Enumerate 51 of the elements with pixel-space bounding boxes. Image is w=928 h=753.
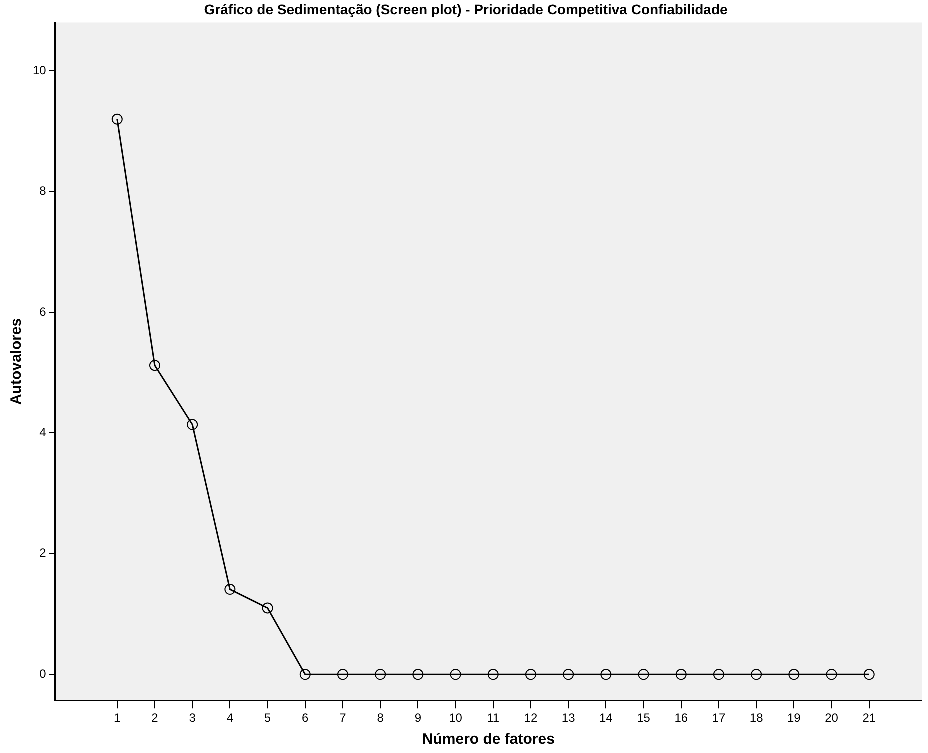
point xyxy=(337,669,348,680)
point xyxy=(713,669,724,680)
x-tick-label: 19 xyxy=(787,711,802,726)
point xyxy=(488,669,499,680)
x-axis-title: Número de fatores xyxy=(422,731,555,748)
x-tick-label: 14 xyxy=(599,711,614,726)
point xyxy=(300,669,311,680)
x-tick-label: 5 xyxy=(264,711,272,726)
y-tick-label: 10 xyxy=(32,63,47,78)
point xyxy=(187,419,198,430)
y-tick-label: 2 xyxy=(40,546,47,560)
y-tick-label: 4 xyxy=(40,426,47,440)
point xyxy=(412,669,424,680)
point xyxy=(149,360,160,372)
x-tick-label: 9 xyxy=(414,711,422,726)
point xyxy=(563,669,574,680)
x-tick-label: 3 xyxy=(189,711,196,726)
point xyxy=(262,602,274,614)
x-tick-label: 16 xyxy=(674,711,688,726)
x-tick-label: 17 xyxy=(712,711,726,726)
point xyxy=(600,669,612,680)
point xyxy=(224,584,236,596)
point xyxy=(450,669,462,680)
point xyxy=(676,669,687,680)
x-tick-label: 20 xyxy=(825,711,839,726)
x-tick-label: 13 xyxy=(562,711,576,726)
y-tick-label: 6 xyxy=(40,304,47,319)
x-tick-label: 21 xyxy=(862,711,876,726)
x-tick-label: 8 xyxy=(377,711,384,726)
point xyxy=(638,669,650,680)
chart-title: Gráfico de Sedimentação (Screen plot) - Prioridade Competitiva Confiabilidade xyxy=(204,1,728,18)
x-tick-label: 6 xyxy=(302,711,310,726)
x-tick-label: 12 xyxy=(524,711,538,726)
point xyxy=(375,669,386,680)
x-tick-label: 11 xyxy=(487,711,500,726)
x-tick-label: 4 xyxy=(226,711,234,726)
point xyxy=(788,669,800,680)
point xyxy=(525,669,536,680)
point xyxy=(864,669,875,680)
point xyxy=(112,114,123,125)
x-tick-label: 10 xyxy=(449,711,463,726)
point xyxy=(826,669,838,680)
x-tick-label: 2 xyxy=(152,711,159,726)
x-tick-label: 7 xyxy=(340,711,347,726)
y-tick-label: 0 xyxy=(40,666,47,681)
y-axis-title: Autovalores xyxy=(8,318,26,406)
point xyxy=(751,669,762,680)
x-tick-label: 1 xyxy=(114,711,122,726)
x-tick-label: 15 xyxy=(637,711,651,726)
y-tick-label: 8 xyxy=(40,184,47,198)
x-tick-label: 18 xyxy=(750,711,764,726)
